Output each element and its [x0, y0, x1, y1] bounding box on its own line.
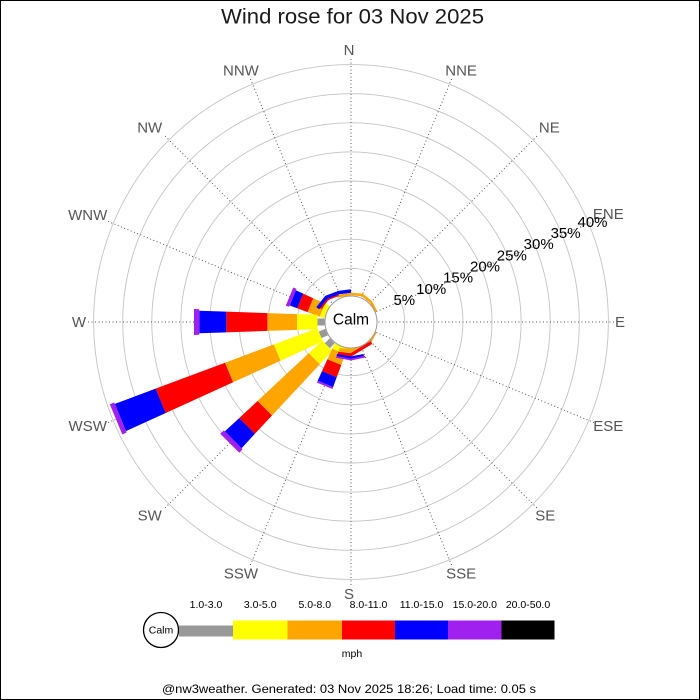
svg-text:5%: 5%	[393, 292, 415, 309]
svg-text:10%: 10%	[416, 281, 446, 298]
svg-text:1.0-3.0: 1.0-3.0	[190, 599, 223, 611]
svg-text:N: N	[344, 42, 355, 59]
svg-text:@nw3weather. Generated: 03 Nov: @nw3weather. Generated: 03 Nov 2025 18:2…	[162, 682, 536, 696]
svg-text:11.0-15.0: 11.0-15.0	[400, 599, 444, 611]
svg-text:40%: 40%	[577, 214, 607, 231]
svg-text:SSE: SSE	[446, 565, 476, 582]
svg-text:15%: 15%	[443, 270, 473, 287]
svg-text:WSW: WSW	[69, 418, 108, 435]
svg-text:WNW: WNW	[68, 207, 108, 224]
svg-text:3.0-5.0: 3.0-5.0	[244, 599, 277, 611]
svg-text:30%: 30%	[524, 236, 554, 253]
svg-text:NW: NW	[137, 120, 163, 137]
svg-text:Calm: Calm	[149, 625, 174, 637]
svg-text:ENE: ENE	[593, 206, 624, 223]
svg-text:25%: 25%	[497, 247, 527, 264]
svg-text:NNW: NNW	[223, 63, 260, 80]
svg-text:8.0-11.0: 8.0-11.0	[350, 599, 388, 611]
svg-text:Wind rose for 03 Nov 2025: Wind rose for 03 Nov 2025	[221, 6, 484, 29]
svg-text:5.0-8.0: 5.0-8.0	[298, 599, 331, 611]
svg-text:S: S	[344, 586, 354, 603]
svg-text:SE: SE	[535, 507, 555, 524]
svg-text:mph: mph	[342, 648, 363, 660]
svg-text:Calm: Calm	[333, 312, 369, 329]
svg-text:20%: 20%	[470, 259, 500, 276]
svg-text:W: W	[72, 314, 87, 331]
svg-text:E: E	[615, 314, 625, 331]
svg-text:SW: SW	[138, 507, 163, 524]
svg-text:20.0-50.0: 20.0-50.0	[506, 599, 551, 611]
svg-text:35%: 35%	[551, 225, 581, 242]
svg-text:15.0-20.0: 15.0-20.0	[453, 599, 498, 611]
svg-text:SSW: SSW	[224, 565, 259, 582]
svg-text:NNE: NNE	[445, 63, 477, 80]
svg-text:NE: NE	[539, 120, 560, 137]
svg-text:ESE: ESE	[593, 418, 623, 435]
